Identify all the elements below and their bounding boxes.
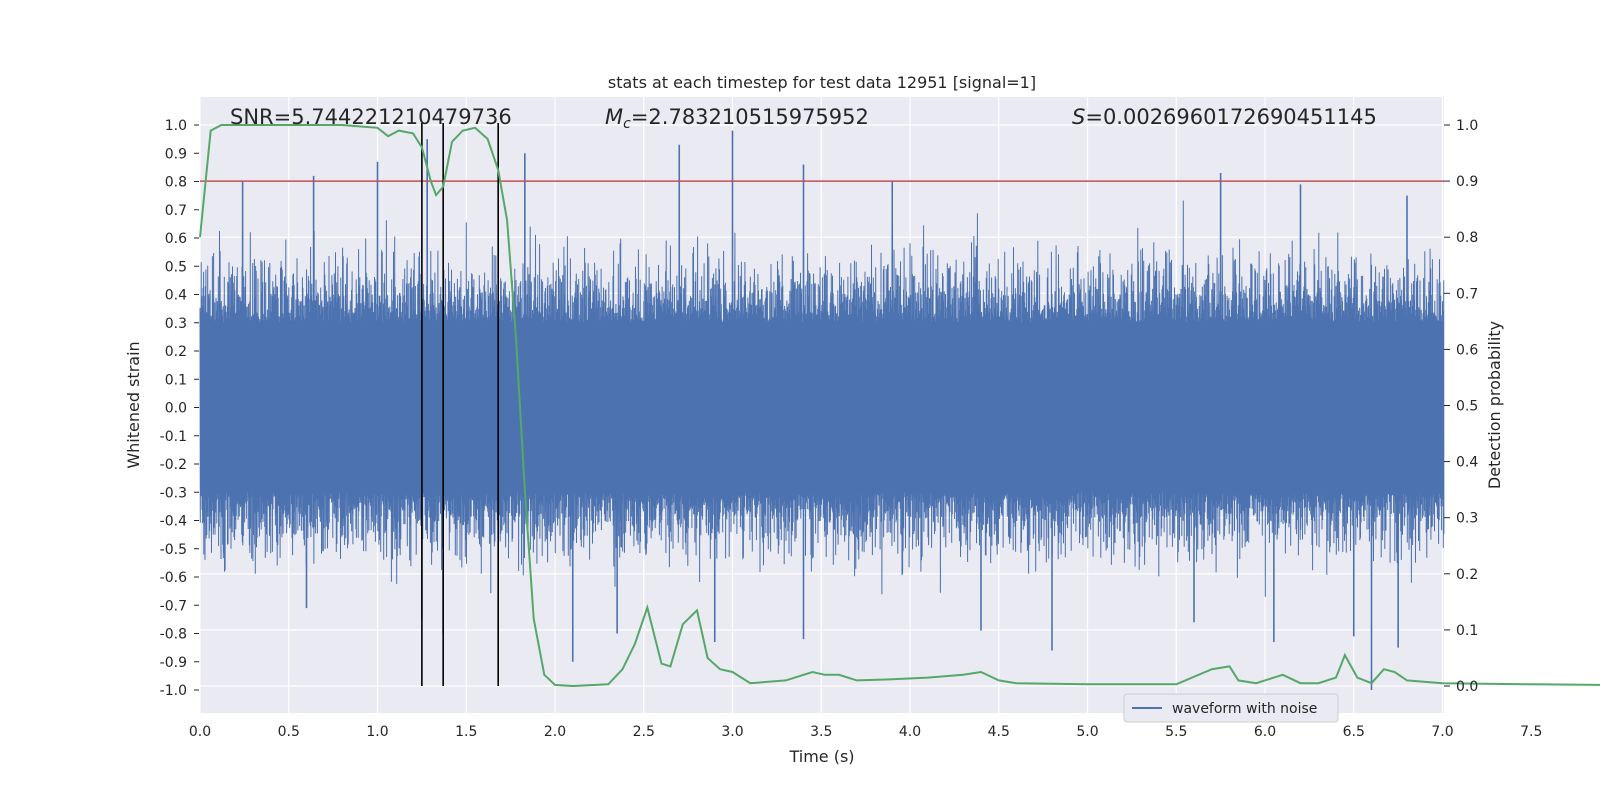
legend: waveform with noise bbox=[1123, 693, 1339, 723]
score-symbol: S bbox=[1072, 105, 1085, 129]
x-axis-title: Time (s) bbox=[788, 747, 854, 766]
chirp-mass-value: =2.783210515975952 bbox=[631, 105, 869, 129]
y-left-tick-label: -0.1 bbox=[160, 429, 187, 445]
y-left-tick-label: 1.0 bbox=[165, 118, 187, 134]
x-tick-label: 5.5 bbox=[1165, 724, 1187, 740]
x-tick-label: 0.0 bbox=[189, 724, 211, 740]
y-right-tick-label: 0.0 bbox=[1456, 679, 1478, 695]
y-left-tick-label: 0.8 bbox=[165, 175, 187, 191]
y-axis-right-title: Detection probability bbox=[1485, 321, 1504, 489]
y-axis-left-title: Whitened strain bbox=[124, 341, 143, 468]
chirp-mass-symbol: M bbox=[605, 105, 623, 129]
y-right-tick-label: 0.4 bbox=[1456, 455, 1478, 471]
y-right-tick-label: 0.7 bbox=[1456, 286, 1478, 302]
y-right-tick-label: 0.8 bbox=[1456, 230, 1478, 246]
y-left-tick-label: 0.0 bbox=[165, 401, 187, 417]
x-tick-label: 7.5 bbox=[1520, 724, 1542, 740]
x-tick-label: 6.0 bbox=[1254, 724, 1276, 740]
y-left-tick-label: -0.7 bbox=[160, 598, 187, 614]
score-annotation: S=0.0026960172690451145 bbox=[1072, 105, 1377, 129]
y-left-tick-label: 0.2 bbox=[165, 344, 187, 360]
y-left-tick-label: -0.6 bbox=[160, 570, 187, 586]
x-tick-label: 0.5 bbox=[278, 724, 300, 740]
y-left-tick-label: -0.9 bbox=[160, 655, 187, 671]
y-left-tick-label: 0.1 bbox=[165, 372, 187, 388]
chart-title: stats at each timestep for test data 129… bbox=[608, 73, 1036, 92]
y-left-tick-label: 0.6 bbox=[165, 231, 187, 247]
y-left-tick-label: -0.2 bbox=[160, 457, 187, 473]
y-right-tick-label: 0.6 bbox=[1456, 342, 1478, 358]
y-right-tick-label: 0.9 bbox=[1456, 174, 1478, 190]
y-left-tick-label: 0.5 bbox=[165, 259, 187, 275]
x-tick-label: 1.0 bbox=[366, 724, 388, 740]
x-tick-label: 2.5 bbox=[633, 724, 655, 740]
y-left-tick-label: -0.4 bbox=[160, 514, 187, 530]
y-left-tick-label: 0.4 bbox=[165, 288, 187, 304]
legend-box bbox=[1123, 693, 1339, 723]
chirp-mass-annotation: Mc=2.783210515975952 bbox=[605, 105, 869, 132]
y-left-tick-label: 0.9 bbox=[165, 146, 187, 162]
x-tick-label: 5.0 bbox=[1076, 724, 1098, 740]
snr-annotation: SNR=5.744221210479736 bbox=[230, 105, 512, 129]
detection-probability-line bbox=[199, 124, 1600, 688]
y-right-tick-label: 1.0 bbox=[1456, 118, 1478, 134]
y-right-tick-label: 0.3 bbox=[1456, 511, 1478, 527]
x-tick-label: 3.5 bbox=[810, 724, 832, 740]
x-tick-label: 3.0 bbox=[721, 724, 743, 740]
y-left-tick-label: 0.7 bbox=[165, 203, 187, 219]
x-tick-label: 6.5 bbox=[1343, 724, 1365, 740]
y-left-tick-label: 0.3 bbox=[165, 316, 187, 332]
y-right-tick-label: 0.2 bbox=[1456, 567, 1478, 583]
x-tick-label: 4.5 bbox=[988, 724, 1010, 740]
waveform-layer bbox=[199, 130, 1445, 690]
x-tick-label: 4.0 bbox=[899, 724, 921, 740]
y-right-tick-label: 0.5 bbox=[1456, 399, 1478, 415]
y-left-tick-label: -0.3 bbox=[160, 485, 187, 501]
legend-label: waveform with noise bbox=[1172, 701, 1317, 717]
x-tick-label: 1.5 bbox=[455, 724, 477, 740]
axis-layer: 0.0 0.5 1.0 1.5 2.0 2.5 3.0 3.5 4.0 4.5 5.0 5.5 6.0 6… bbox=[160, 118, 1543, 740]
y-right-tick-label: 0.1 bbox=[1456, 623, 1478, 639]
y-left-tick-label: -0.5 bbox=[160, 542, 187, 558]
x-tick-label: 7.0 bbox=[1431, 724, 1453, 740]
x-tick-label: 2.0 bbox=[544, 724, 566, 740]
y-left-tick-label: -1.0 bbox=[160, 683, 187, 699]
score-value: =0.0026960172690451145 bbox=[1085, 105, 1377, 129]
overlay-layer bbox=[199, 123, 1600, 688]
chirp-mass-subscript: c bbox=[623, 116, 631, 132]
waveform-core-band bbox=[200, 351, 1444, 464]
y-left-tick-label: -0.8 bbox=[160, 627, 187, 643]
